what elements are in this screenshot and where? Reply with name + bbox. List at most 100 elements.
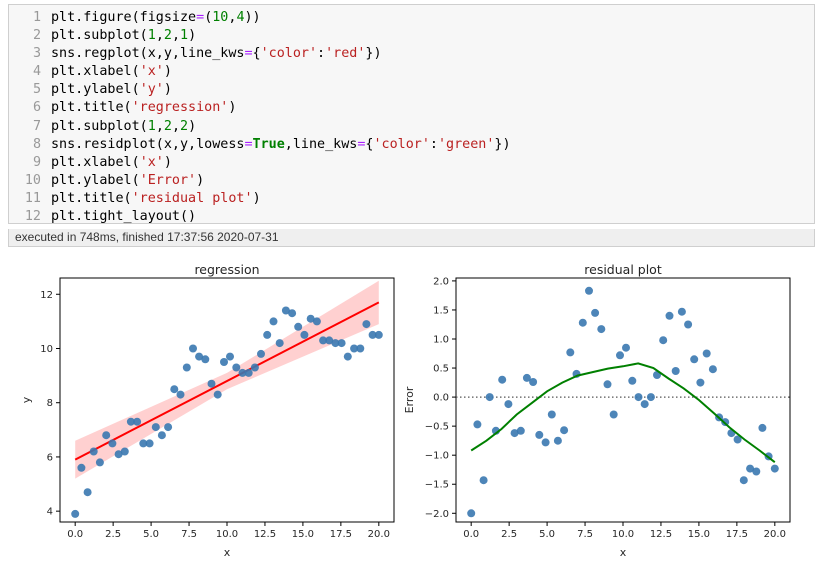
data-point: [126, 417, 135, 426]
data-point: [535, 430, 544, 439]
data-point: [646, 393, 655, 402]
data-point: [207, 379, 216, 388]
data-point: [182, 363, 191, 372]
residual-y-label: Error: [403, 386, 416, 413]
code-editor[interactable]: 1 plt.figure(figsize=(10,4)) 2 plt.subplot(…: [9, 9, 511, 226]
data-point: [547, 410, 556, 419]
residual-axes-frame: [455, 277, 791, 523]
x-tick-label: 10.0: [216, 529, 238, 540]
data-point: [752, 467, 761, 476]
code-line[interactable]: 2 plt.subplot(1,2,1): [9, 27, 511, 45]
data-point: [312, 317, 321, 326]
code-token: 'Error': [139, 172, 197, 188]
execution-status: executed in 748ms, finished 17:37:56 202…: [8, 229, 815, 247]
x-tick-label: 10.0: [612, 529, 634, 540]
data-point: [294, 322, 303, 331]
residual-title: residual plot: [584, 262, 662, 277]
data-point: [362, 320, 371, 329]
data-point: [281, 306, 290, 315]
code-token: =: [244, 46, 253, 62]
code-token: 1: [147, 118, 156, 134]
line-number: 10: [24, 172, 41, 188]
data-point: [114, 450, 123, 459]
code-line[interactable]: 12 plt.tight_layout(): [9, 208, 511, 226]
code-token: )): [244, 10, 261, 25]
code-token: ,: [228, 10, 237, 25]
code-token: ): [163, 154, 172, 170]
code-token: sns.regplot(x,y,line_kws: [51, 46, 245, 62]
line-number: 5: [32, 82, 41, 98]
code-token: True: [252, 136, 285, 152]
plot-output: 0.0 2.5 5.0 7.5 10.0 12.5 15.0 17.5 20.0 4 6 8 10 12…: [20, 262, 791, 559]
data-point: [164, 423, 173, 432]
code-token: plt.subplot(: [51, 118, 148, 134]
code-token: sns.residplot(x,y,lowess: [51, 136, 245, 152]
code-token: 1: [147, 28, 156, 44]
data-point: [585, 286, 593, 295]
data-point: [677, 307, 686, 316]
code-line[interactable]: 6 plt.title('regression'): [9, 99, 511, 117]
data-point: [684, 320, 693, 329]
code-token: plt.figure(figsize: [51, 10, 197, 25]
data-point: [708, 365, 717, 374]
y-tick-label: 4: [47, 507, 53, 518]
data-point: [603, 380, 612, 389]
y-tick-label: 2.0: [433, 276, 449, 287]
data-point: [498, 375, 507, 384]
regression-panel: 0.0 2.5 5.0 7.5 10.0 12.5 15.0 17.5 20.0 4 6 8 10 12…: [20, 262, 395, 559]
line-number: 3: [32, 46, 41, 62]
code-line[interactable]: 4 plt.xlabel('x'): [9, 63, 511, 81]
x-tick-label: 17.5: [330, 529, 352, 540]
data-point: [553, 436, 562, 445]
code-token: plt.xlabel(: [51, 64, 140, 80]
x-tick-label: 12.5: [254, 529, 276, 540]
data-point: [244, 368, 253, 377]
data-point: [133, 417, 142, 426]
x-tick-label: 15.0: [688, 529, 710, 540]
data-point: [473, 420, 482, 429]
code-line[interactable]: 8 sns.residplot(x,y,lowess=True,line_kws=…: [9, 136, 511, 154]
x-tick-label: 2.5: [105, 529, 121, 540]
data-point: [479, 476, 488, 485]
code-line[interactable]: 10 plt.ylabel('Error'): [9, 172, 511, 190]
code-line[interactable]: 3 sns.regplot(x,y,line_kws={'color':'red'…: [9, 45, 511, 63]
data-point: [622, 343, 630, 352]
line-number: 8: [32, 136, 41, 152]
code-line[interactable]: 7 plt.subplot(1,2,2): [9, 118, 511, 136]
confidence-band: [75, 280, 379, 479]
data-point: [337, 339, 346, 348]
code-token: plt.tight_layout(): [51, 209, 197, 225]
y-tick-label: 0.0: [433, 393, 449, 404]
code-token: 2: [163, 28, 172, 44]
data-point: [578, 318, 587, 327]
code-token: =: [244, 136, 253, 152]
code-line[interactable]: 11 plt.title('residual plot'): [9, 190, 511, 208]
data-point: [733, 435, 742, 444]
data-point: [145, 439, 154, 448]
code-token: ,: [155, 28, 164, 44]
data-point: [560, 426, 569, 435]
data-point: [690, 355, 699, 364]
x-tick-label: 7.5: [577, 529, 593, 540]
data-point: [288, 309, 297, 318]
data-point: [510, 429, 519, 438]
code-token: {: [252, 46, 261, 62]
x-tick-label: 0.0: [463, 529, 479, 540]
data-point: [485, 393, 494, 402]
code-line[interactable]: 5 plt.ylabel('y'): [9, 81, 511, 99]
code-token: 'x': [139, 64, 164, 80]
line-number: 6: [32, 100, 41, 116]
x-tick-label: 20.0: [368, 529, 390, 540]
data-point: [300, 330, 309, 339]
code-cell[interactable]: 1 plt.figure(figsize=(10,4)) 2 plt.subplot(…: [8, 4, 815, 224]
residual-panel: 0.0 2.5 5.0 7.5 10.0 12.5 15.0 17.5 20.0 −2.0 −1.…: [403, 262, 791, 559]
data-point: [696, 378, 705, 387]
code-token: (: [204, 10, 213, 25]
code-token: ,: [171, 28, 180, 44]
regression-x-label: x: [224, 546, 231, 559]
code-line[interactable]: 9 plt.xlabel('x'): [9, 154, 511, 172]
code-token: 10: [212, 10, 229, 25]
code-line[interactable]: 1 plt.figure(figsize=(10,4)): [9, 9, 511, 27]
code-token: 'y': [139, 82, 164, 98]
data-point: [331, 339, 340, 348]
